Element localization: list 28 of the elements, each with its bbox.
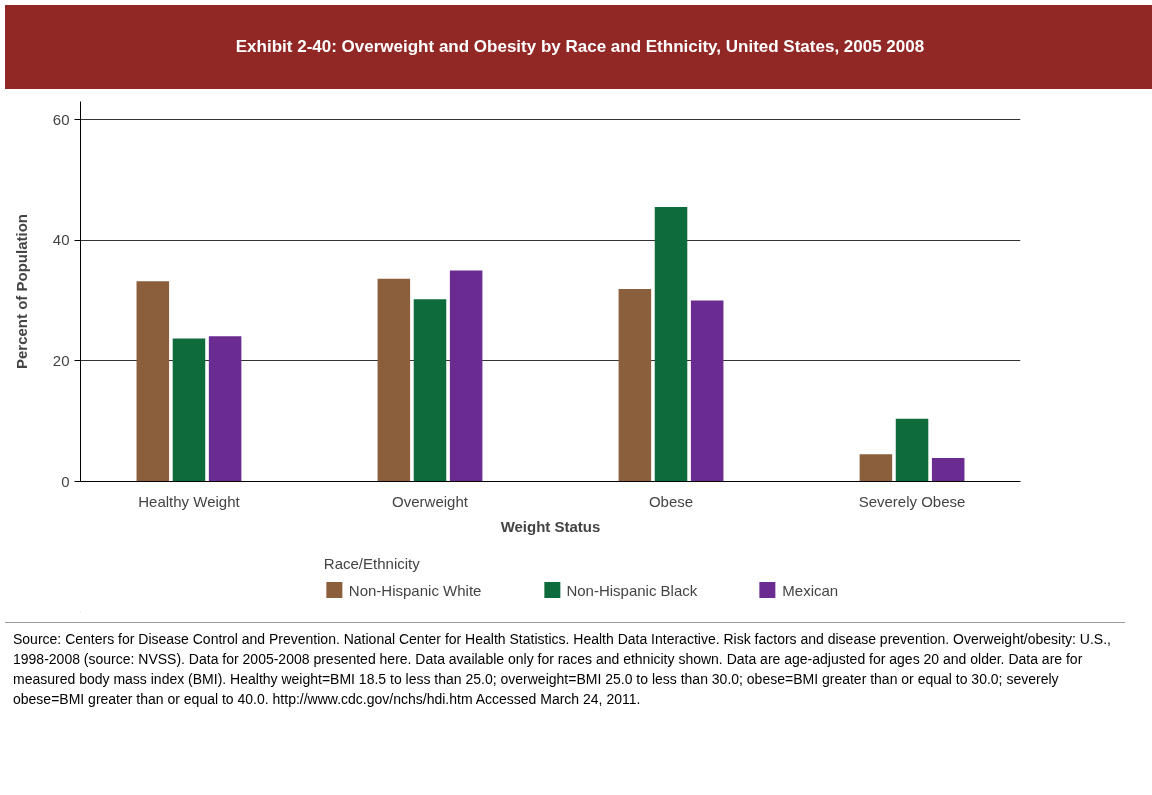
bar [413, 299, 447, 482]
y-tick-label: 40 [52, 231, 70, 249]
legend-title: Race/Ethnicity [323, 554, 421, 572]
x-axis-title: Weight Status [500, 517, 601, 535]
bar [208, 336, 242, 482]
bar [895, 418, 929, 482]
bar [654, 207, 688, 482]
bar [136, 281, 170, 482]
legend-label: Non-Hispanic Black [566, 581, 698, 598]
bar [931, 457, 965, 482]
legend-label: Non-Hispanic White [348, 581, 482, 598]
source-note: Source: Centers for Disease Control and Prevention. National Center for Health Statistics. Health Data Interactive. Risk factors and disease prevention. Overweight/obesity: U.S., 1998-2008 (source: NVSS). Data for 2005-2008 presented here. Data available only for races and ethnicity shown. Data are age-adjusted for ages 20 and older. Data are for measured body mass index (BMI). Healthy weight=BMI 18.5 to less than 25.0; overweight=BMI 25.0 to less than 30.0; obese=BMI greater than or equal to 30.0; severely obese=BMI greater than or equal to 40.0. http://www.cdc.gov/nchs/hdi.htm Accessed March 24, 2011. [5, 622, 1125, 715]
bar [859, 454, 893, 482]
legend-label: Mexican [782, 581, 839, 598]
bar [172, 338, 206, 482]
y-axis-title: Percent of Population [12, 213, 30, 369]
y-tick-label: 20 [52, 351, 70, 369]
x-tick-label: Severely Obese [858, 492, 966, 510]
y-tick-label: 0 [61, 472, 70, 490]
x-tick-label: Overweight [392, 492, 469, 510]
bar [618, 289, 652, 482]
bar [377, 278, 411, 482]
x-tick-label: Healthy Weight [138, 492, 241, 510]
bar [449, 270, 483, 482]
x-tick-label: Obese [648, 492, 694, 510]
bar [690, 300, 724, 482]
chart-title: Exhibit 2-40: Overweight and Obesity by Race and Ethnicity, United States, 2005 2008 [5, 5, 1152, 90]
y-tick-label: 60 [52, 110, 70, 128]
